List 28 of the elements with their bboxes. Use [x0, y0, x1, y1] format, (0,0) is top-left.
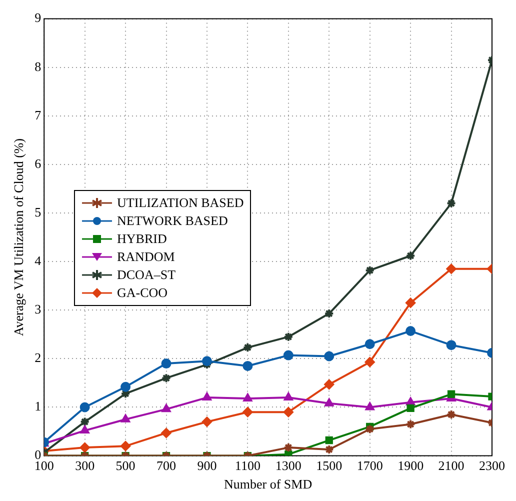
x-tick-label: 700 [156, 458, 176, 474]
x-tick-label: 2300 [479, 458, 505, 474]
y-tick-label: 8 [34, 58, 42, 74]
y-tick-label: 3 [34, 302, 42, 317]
x-tick-label: 2100 [438, 458, 464, 474]
y-tick-label: 7 [34, 107, 42, 122]
y-axis-title: Average VM Utilization of Cloud (%) [11, 138, 26, 336]
legend-label: HYBRID [117, 230, 167, 248]
x-tick-label: 900 [197, 458, 217, 474]
y-tick-label: 9 [34, 10, 42, 26]
x-axis-title: Number of SMD [224, 476, 312, 492]
y-tick-label: 5 [34, 204, 42, 220]
y-tick-label: 6 [34, 156, 42, 171]
x-tick-label: 300 [75, 458, 95, 474]
legend-label: UTILIZATION BASED [117, 194, 244, 212]
y-tick-label: 1 [34, 398, 42, 414]
x-tick-label: 500 [116, 458, 136, 474]
legend-label: DCOA–ST [117, 266, 176, 284]
legend-label: GA-COO [117, 284, 168, 302]
x-tick-label: 1900 [398, 458, 424, 474]
y-tick-label: 2 [34, 350, 42, 366]
x-tick-label: 1300 [275, 458, 302, 474]
y-tick-label: 4 [34, 253, 42, 268]
x-tick-label: 1500 [316, 458, 342, 474]
x-tick-label: 1100 [234, 458, 260, 474]
legend-label: RANDOM [117, 248, 175, 266]
x-tick-label: 1700 [356, 458, 383, 474]
legend-label: NETWORK BASED [117, 212, 228, 230]
